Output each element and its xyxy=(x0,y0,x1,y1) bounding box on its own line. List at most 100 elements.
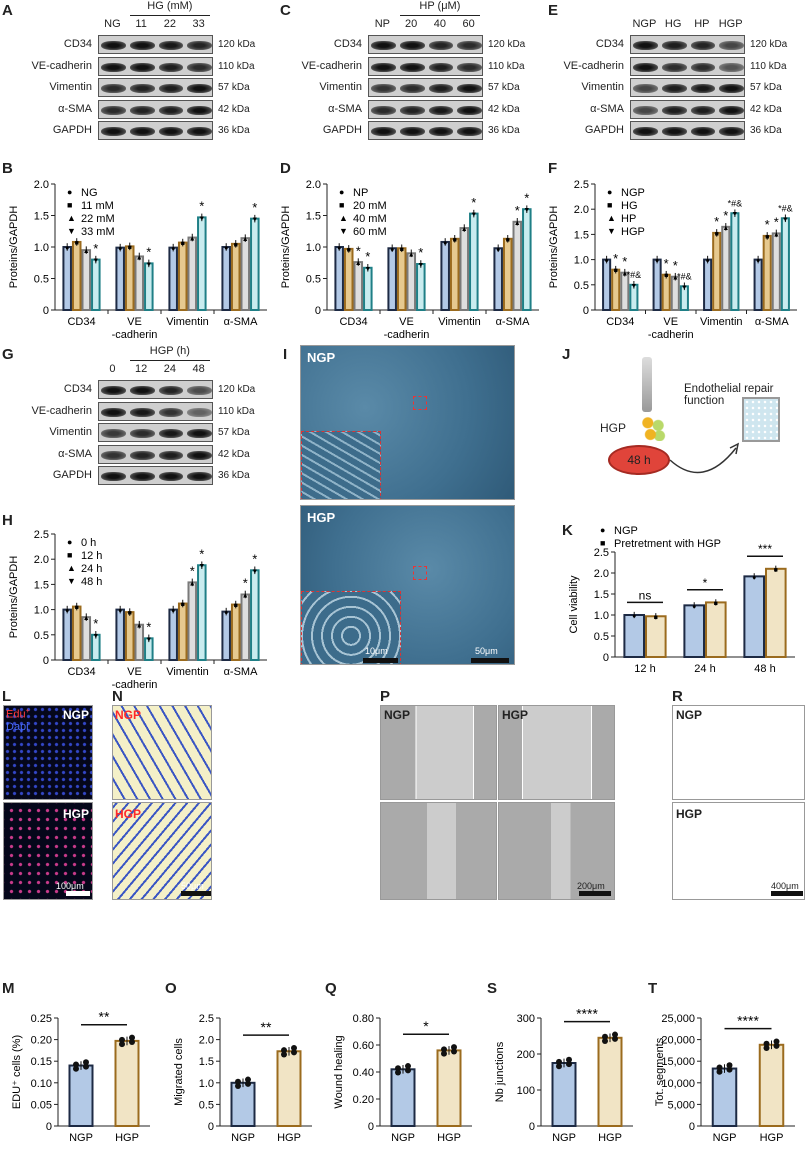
kda-label: 36 kDa xyxy=(218,125,250,136)
label-ngp: NGP xyxy=(115,708,142,722)
data-point xyxy=(763,1040,770,1047)
chart-m: 0 0.05 0.10 0.15 0.20 0.25 EDU⁺ cells (%) NGP HG… xyxy=(11,1009,150,1144)
x-tick-label: NGP xyxy=(713,1132,737,1144)
data-point xyxy=(612,1035,618,1042)
y-tick-label: 0.5 xyxy=(34,630,49,642)
protein-label: GAPDH xyxy=(52,469,92,481)
bar xyxy=(62,246,72,311)
blot-band xyxy=(187,386,212,395)
significance-label: ns xyxy=(639,588,652,602)
legend-marker: ● xyxy=(607,187,612,197)
data-point: ● xyxy=(171,608,175,615)
x-tick-label: CD34 xyxy=(339,316,367,328)
data-point xyxy=(451,1048,457,1055)
micrograph-l-hgp: HGP 100μm xyxy=(3,802,93,900)
y-tick-label: 0 xyxy=(529,1121,535,1133)
bar xyxy=(240,593,251,661)
data-point: ■ xyxy=(664,273,668,280)
legend-marker: ▲ xyxy=(67,213,76,223)
blot-band xyxy=(457,62,482,72)
blot-band xyxy=(371,41,396,50)
y-tick-label: 300 xyxy=(517,1013,535,1025)
wound-p-hgp-24h: 200μm xyxy=(498,802,615,900)
data-point xyxy=(602,1038,608,1045)
label-ngp: NGP xyxy=(307,350,336,365)
scale-label: 400μm xyxy=(771,881,799,891)
kda-label: 110 kDa xyxy=(488,60,525,72)
y-tick-label: 25,000 xyxy=(661,1013,695,1025)
blot-band xyxy=(187,429,212,438)
blot-band xyxy=(399,62,425,72)
data-point: ■ xyxy=(128,610,132,617)
blot-band xyxy=(158,407,184,417)
legend-label: HG xyxy=(621,200,638,212)
data-point: ■ xyxy=(715,231,719,238)
kda-label: 110 kDa xyxy=(218,405,255,417)
protein-label: CD34 xyxy=(63,383,92,395)
panel-label-g: G xyxy=(2,346,14,363)
lane-label: HP xyxy=(694,18,710,30)
blot-band xyxy=(158,386,184,395)
significance-label: * xyxy=(714,214,719,229)
blot-band xyxy=(129,407,155,417)
bar xyxy=(197,216,207,311)
y-tick-label: 0.5 xyxy=(574,280,589,292)
panel-label-o: O xyxy=(165,980,177,997)
significance-label: * xyxy=(622,254,627,269)
bar xyxy=(71,240,82,311)
data-point: ▼ xyxy=(92,258,99,265)
data-point: ▲ xyxy=(242,236,249,243)
x-tick-label: 48 h xyxy=(754,663,775,675)
wound-p-ngp-24h xyxy=(380,802,497,900)
legend-label: 12 h xyxy=(81,550,102,562)
blot-band xyxy=(158,41,184,50)
panel-label-j: J xyxy=(562,346,571,363)
y-tick-label: 1.5 xyxy=(594,589,609,601)
blot-band xyxy=(719,41,744,50)
blot-band xyxy=(457,84,482,93)
bar xyxy=(115,608,125,661)
header-line xyxy=(129,360,210,361)
kda-label: 42 kDa xyxy=(750,103,782,115)
x-tick-label: HGP xyxy=(115,1132,139,1144)
bar xyxy=(177,602,188,662)
inset-hgp xyxy=(301,591,401,664)
panel-label-l: L xyxy=(2,688,12,705)
panel-label-i: I xyxy=(283,346,288,363)
blot-strip xyxy=(368,78,483,97)
protein-label: α-SMA xyxy=(58,447,92,460)
bar xyxy=(597,1036,623,1127)
protein-label: Vimentin xyxy=(49,426,92,438)
chart-b: 0 0.5 1.0 1.5 2.0 Proteins/GAPDH CD34 VE -cadher… xyxy=(8,179,267,341)
bar xyxy=(168,608,178,661)
bar xyxy=(124,611,135,662)
bar xyxy=(114,1039,140,1127)
data-point xyxy=(612,1031,618,1038)
bar xyxy=(187,236,198,311)
protein-label: Vimentin xyxy=(319,81,362,93)
legend-marker: ■ xyxy=(67,550,72,560)
blot-strip xyxy=(630,99,745,119)
data-point: ● xyxy=(171,246,175,253)
blot-band xyxy=(661,62,687,72)
y-tick-label: 1.0 xyxy=(594,610,609,622)
y-tick-label: 10,000 xyxy=(661,1078,695,1090)
blot-band xyxy=(428,62,454,72)
y-tick-label: 1.0 xyxy=(199,1078,214,1090)
roi-box-ngp xyxy=(413,396,427,410)
panel-label-q: Q xyxy=(325,980,337,997)
protein-label: α-SMA xyxy=(590,102,624,115)
y-tick-label: 0.5 xyxy=(199,1099,214,1111)
cells-icon xyxy=(640,415,666,441)
significance-label: * xyxy=(93,616,98,631)
data-point: ■ xyxy=(453,237,457,244)
data-point xyxy=(773,1042,780,1049)
blot-header: HGP (h) xyxy=(149,345,190,357)
x-tick-label: HGP xyxy=(760,1132,784,1144)
data-point: ▲ xyxy=(514,220,521,227)
data-point: ● xyxy=(337,245,341,252)
y-axis-label: Nb junctions xyxy=(494,1041,506,1102)
blot-band xyxy=(129,41,155,50)
data-point xyxy=(129,1038,135,1045)
bar xyxy=(134,623,145,661)
